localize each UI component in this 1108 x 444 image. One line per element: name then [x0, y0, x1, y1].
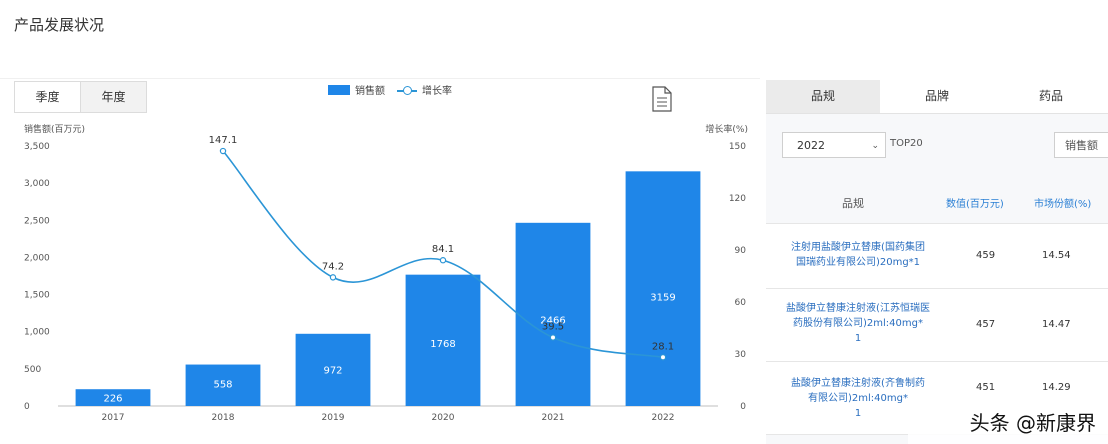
row-amount: 457 [976, 319, 996, 330]
table-row: 注射用盐酸伊立替康(国药集团 国瑞药业有限公司)20mg*1 459 14.54 [766, 224, 1108, 289]
bar-2020 [405, 274, 481, 406]
watermark: 头条 @新康界 [969, 411, 1096, 435]
tab-brand[interactable]: 品牌 [880, 80, 994, 113]
growth-label: 74.2 [322, 261, 344, 272]
bar-label: 3159 [650, 292, 675, 303]
bar-2022 [625, 171, 701, 406]
row-share: 14.47 [1042, 319, 1071, 330]
row-name-line: 1 [854, 408, 862, 419]
bar-label: 972 [323, 366, 342, 377]
y-tick-left: 3,000 [24, 179, 50, 189]
header-name: 品规 [842, 197, 864, 210]
table-header: 品规 数值(百万元) 市场份额(%) [766, 183, 1108, 224]
ranking-table: 品规 数值(百万元) 市场份额(%) 注射用盐酸伊立替康(国药集团 国瑞药业有限… [766, 183, 1108, 435]
row-name-link[interactable]: 盐酸伊立替康注射液(齐鲁制药 有限公司)2ml:40mg* 1 [774, 376, 942, 421]
tab-spec[interactable]: 品规 [766, 80, 880, 113]
bar-label: 2466 [540, 316, 565, 327]
bar-2018 [185, 364, 261, 406]
y-axis-left-title: 销售额(百万元) [24, 123, 85, 135]
growth-point [439, 257, 447, 264]
table-row: 盐酸伊立替康注射液(江苏恒瑞医 药股份有限公司)2ml:40mg* 1 457 … [766, 289, 1108, 362]
y-axis-right-title: 增长率(%) [705, 123, 748, 135]
y-tick-left: 2,500 [24, 216, 50, 226]
y-tick-right: 120 [729, 194, 746, 204]
row-name-link[interactable]: 盐酸伊立替康注射液(江苏恒瑞医 药股份有限公司)2ml:40mg* 1 [774, 301, 942, 346]
sort-button[interactable]: 销售额 [1054, 132, 1108, 158]
growth-point [329, 274, 337, 281]
y-tick-left: 1,000 [24, 328, 50, 338]
bar-label: 558 [213, 379, 232, 390]
row-name-line: 药股份有限公司)2ml:40mg* [793, 318, 923, 329]
y-tick-right: 60 [735, 298, 747, 308]
row-share: 14.29 [1042, 382, 1071, 393]
tab-quarter[interactable]: 季度 [15, 82, 80, 112]
row-name-link[interactable]: 注射用盐酸伊立替康(国药集团 国瑞药业有限公司)20mg*1 [774, 240, 942, 270]
row-name-line: 1 [854, 333, 862, 344]
y-tick-left: 500 [24, 365, 41, 375]
x-tick-label: 2021 [542, 413, 565, 423]
growth-label: 28.1 [652, 341, 674, 352]
bar-2019 [295, 333, 371, 406]
row-share: 14.54 [1042, 250, 1071, 261]
growth-point [549, 334, 557, 341]
row-name-line: 盐酸伊立替康注射液(齐鲁制药 [791, 378, 925, 389]
row-amount: 459 [976, 250, 996, 261]
header-share[interactable]: 市场份额(%) [1034, 199, 1092, 210]
row-name-line: 盐酸伊立替康注射液(江苏恒瑞医 [786, 303, 930, 314]
x-tick-label: 2020 [432, 413, 455, 423]
y-tick-right: 150 [729, 142, 746, 152]
y-tick-left: 0 [24, 402, 30, 412]
year-select[interactable]: 2022 ⌄ [782, 132, 886, 158]
y-tick-left: 3,500 [24, 142, 50, 152]
growth-line [222, 150, 664, 359]
x-tick-label: 2018 [212, 413, 235, 423]
legend-line-label: 增长率 [422, 86, 452, 97]
x-tick-label: 2017 [102, 413, 125, 423]
header-divider [0, 78, 760, 79]
watermark-backdrop [908, 400, 1108, 444]
tab-drug[interactable]: 药品 [994, 80, 1108, 113]
y-tick-right: 0 [740, 402, 746, 412]
top-label: TOP20 [890, 138, 923, 149]
x-tick-label: 2019 [322, 413, 345, 423]
header-amount[interactable]: 数值(百万元) [946, 199, 1004, 210]
document-icon[interactable] [652, 86, 672, 112]
bar-label: 1768 [430, 339, 455, 350]
growth-label: 84.1 [432, 244, 454, 255]
row-name-line: 注射用盐酸伊立替康(国药集团 [791, 242, 925, 253]
row-amount: 451 [976, 382, 996, 393]
chart-legend: 销售额 增长率 [328, 82, 452, 97]
year-select-value: 2022 [797, 139, 825, 152]
y-tick-right: 30 [735, 350, 747, 360]
x-tick-label: 2022 [652, 413, 675, 423]
tab-year[interactable]: 年度 [80, 82, 146, 112]
bar-2017 [75, 389, 151, 406]
bar-label: 226 [103, 394, 122, 405]
legend-line-swatch[interactable] [397, 85, 417, 95]
sales-chart: 销售额(百万元) 增长率(%) 0 500 1,000 1,500 2,000 2,500 3,… [24, 123, 748, 423]
side-tabs: 品规 品牌 药品 [766, 80, 1108, 114]
row-name-line: 国瑞药业有限公司)20mg*1 [795, 257, 921, 268]
legend-bar-swatch[interactable] [328, 84, 350, 95]
period-tabs: 季度 年度 [14, 81, 147, 113]
growth-label: 147.1 [209, 135, 238, 146]
side-panel: 品规 品牌 药品 2022 ⌄ TOP20 销售额 品规 数值(百万元) 市场份… [766, 80, 1108, 444]
y-tick-right: 90 [735, 246, 747, 256]
growth-point [219, 147, 227, 155]
bar-2021 [515, 222, 591, 406]
page-title: 产品发展状况 [14, 16, 105, 34]
growth-label: 39.5 [542, 322, 564, 333]
growth-point [659, 354, 667, 361]
row-name-line: 有限公司)2ml:40mg* [808, 393, 908, 404]
y-tick-left: 2,000 [24, 253, 50, 263]
y-tick-left: 1,500 [24, 291, 50, 301]
legend-bar-label: 销售额 [355, 86, 385, 97]
chevron-down-icon: ⌄ [871, 141, 879, 151]
